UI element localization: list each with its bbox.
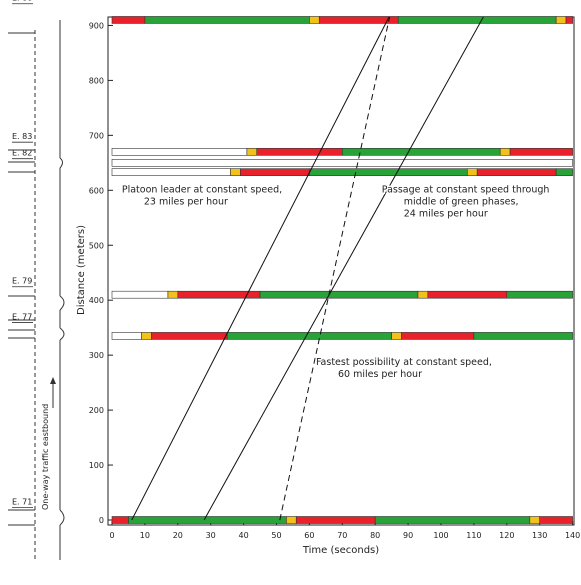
signal-phase-green-e-71-1 [128, 516, 287, 524]
street-label-e-71: E. 71 [12, 498, 32, 507]
y-tick-label-500: 500 [89, 241, 104, 250]
signal-phase-green-e-77-6 [473, 332, 573, 340]
x-tick-label-10: 10 [140, 531, 150, 540]
street-label-e-83: E. 83 [12, 132, 32, 141]
signal-phase-yellow-e-82-lane-1-1 [230, 168, 241, 176]
signal-phase-red-e-79-5 [427, 290, 508, 299]
signal-phase-green-e-86-4 [397, 16, 557, 24]
y-tick-label-200: 200 [89, 406, 104, 415]
signal-phase-green-e-86-1 [144, 16, 310, 24]
x-tick-label-100: 100 [433, 531, 448, 540]
signal-phase-yellow-e-77-4 [391, 332, 402, 340]
annotation-2: Passage at constant speed through middle … [382, 184, 550, 219]
signal-phase-red-e-86-6 [565, 16, 573, 24]
trajectories [131, 17, 484, 521]
x-tick-label-70: 70 [337, 531, 347, 540]
arrow-head-icon [50, 377, 56, 384]
y-tick-label-400: 400 [89, 296, 104, 305]
signal-phase-green-e-77-3 [226, 332, 392, 340]
x-tick-label-120: 120 [499, 531, 514, 540]
signal-phase-red-e-83-5 [509, 148, 573, 156]
signal-phase-unsignalized-e-83-0 [111, 148, 248, 156]
street-label-e-82: E. 82 [12, 149, 32, 158]
annotation-line: 23 miles per hour [144, 196, 228, 207]
annotation-line: Platoon leader at constant speed, [122, 184, 282, 195]
x-tick-label-30: 30 [206, 531, 216, 540]
x-tick-label-40: 40 [239, 531, 249, 540]
trajectory-line-1 [131, 17, 390, 521]
signal-phase-green-e-71-4 [374, 516, 531, 524]
signal-phase-unsignalized-e-79-0 [111, 290, 169, 299]
signal-phase-yellow-e-79-4 [417, 290, 429, 299]
signal-phase-red-e-77-2 [151, 332, 228, 340]
y-tick-label-600: 600 [89, 186, 104, 195]
annotation-line: Passage at constant speed through [382, 184, 550, 195]
signal-bars [111, 16, 573, 524]
map-block-outlines [8, 32, 65, 526]
annotation-line: Fastest possibility at constant speed, [316, 357, 492, 368]
street-labels: E. 86 E. 83 E. 82 E. 79 E. 77 E. 71 [12, 0, 33, 509]
annotation-line: 24 miles per hour [404, 208, 488, 219]
y-tick-label-300: 300 [89, 351, 104, 360]
x-tick-label-20: 20 [173, 531, 183, 540]
signal-phase-red-e-86-0 [111, 16, 146, 24]
x-tick-label-0: 0 [109, 531, 114, 540]
signal-phase-red-e-71-6 [539, 516, 573, 524]
annotation-line: middle of green phases, [404, 196, 519, 207]
trajectory-line-2 [203, 17, 484, 521]
y-tick-label-0: 0 [99, 516, 104, 525]
x-tick-label-110: 110 [466, 531, 481, 540]
signal-phase-red-e-71-0 [111, 516, 129, 524]
signal-phase-unsignalized-e-82-lane-1-0 [111, 168, 231, 176]
signal-phase-red-e-77-5 [401, 332, 475, 340]
x-tick-label-130: 130 [532, 531, 547, 540]
signal-phase-green-e-82-lane-1-6 [555, 168, 573, 176]
signal-phase-green-e-82-lane-1-3 [309, 168, 468, 176]
y-axis-label: Distance (meters) [76, 225, 87, 315]
signal-phase-red-e-82-lane-1-2 [240, 168, 310, 176]
y-tick-label-100: 100 [89, 461, 104, 470]
signal-phase-yellow-e-82-lane-1-4 [467, 168, 478, 176]
signal-phase-red-e-82-lane-1-5 [476, 168, 557, 176]
x-axis-label: Time (seconds) [302, 545, 379, 556]
signal-phase-unsignalized-e-77-0 [111, 332, 142, 340]
signal-phase-yellow-e-86-5 [555, 16, 567, 24]
x-tick-label-60: 60 [304, 531, 314, 540]
signal-phase-yellow-e-86-2 [309, 16, 320, 24]
street-map: E. 86 E. 83 E. 82 E. 79 E. 77 E. 71 One-way t… [8, 0, 65, 560]
x-tick-label-140: 140 [565, 531, 580, 540]
signal-phase-red-e-83-2 [256, 148, 343, 156]
signal-phase-green-e-79-6 [506, 290, 573, 299]
signal-phase-yellow-e-71-5 [529, 516, 541, 524]
street-label-e-86: E. 86 [12, 0, 32, 3]
one-way-traffic-note: One-way traffic eastbound [41, 404, 50, 510]
signal-phase-unsignalized-e-82-lane-2-0 [111, 159, 573, 167]
x-tick-label-50: 50 [271, 531, 281, 540]
signal-phase-yellow-e-79-1 [167, 290, 179, 299]
y-tick-label-900: 900 [89, 21, 104, 30]
street-label-e-77: E. 77 [12, 312, 32, 321]
x-axis-ticks: 0 10 20 30 40 50 60 70 80 90 100 110 120 130 140 [109, 521, 580, 540]
signal-phase-yellow-e-83-1 [246, 148, 258, 156]
plot-frame [107, 16, 575, 526]
annotation-line: 60 miles per hour [338, 369, 422, 380]
signal-phase-green-e-79-3 [259, 290, 419, 299]
signal-phase-yellow-e-77-1 [141, 332, 152, 340]
y-axis-ticks: 0 100 200 300 400 500 600 700 800 900 [89, 21, 113, 525]
x-tick-label-80: 80 [370, 531, 380, 540]
signal-phase-green-e-83-3 [341, 148, 501, 156]
signal-phase-red-e-71-3 [295, 516, 376, 524]
signal-phase-yellow-e-83-4 [499, 148, 511, 156]
trajectory-line-3 [279, 17, 391, 521]
x-tick-label-90: 90 [403, 531, 413, 540]
street-label-e-79: E. 79 [12, 277, 32, 286]
signal-phase-yellow-e-71-2 [286, 516, 297, 524]
annotation-3: Fastest possibility at constant speed, 60… [316, 357, 492, 380]
y-tick-label-700: 700 [89, 131, 104, 140]
y-tick-label-800: 800 [89, 76, 104, 85]
annotations: Platoon leader at constant speed, 23 mile… [120, 183, 551, 382]
annotation-1: Platoon leader at constant speed, 23 mile… [122, 184, 282, 207]
